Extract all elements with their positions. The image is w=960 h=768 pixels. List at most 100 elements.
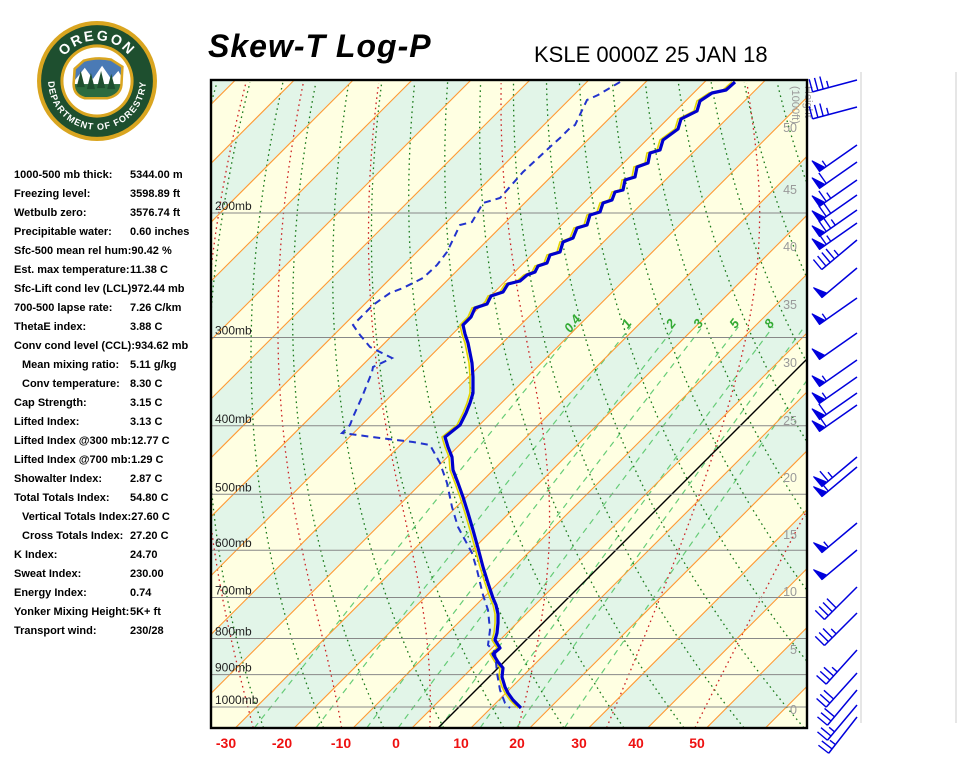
height-label: 45 bbox=[783, 183, 797, 197]
index-row: 1000-500 mb thick: 5344.00 m bbox=[14, 166, 214, 185]
wind-barb bbox=[813, 522, 858, 554]
height-label: 25 bbox=[783, 414, 797, 428]
wind-barb bbox=[811, 404, 858, 433]
height-label: 50 bbox=[783, 121, 797, 135]
wind-barb bbox=[811, 194, 858, 223]
wind-barb bbox=[813, 267, 858, 299]
index-value: 8.30 C bbox=[130, 378, 163, 390]
index-label: Showalter Index: bbox=[14, 473, 103, 485]
index-label: 1000-500 mb thick: bbox=[14, 169, 113, 181]
index-label: Freezing level: bbox=[14, 188, 91, 200]
index-value: 230/28 bbox=[130, 625, 164, 637]
index-label: Lifted Index @700 mb: bbox=[14, 454, 132, 466]
index-value: 3.13 C bbox=[130, 416, 163, 428]
wind-barb bbox=[808, 76, 858, 93]
wind-barb-column bbox=[808, 76, 858, 754]
index-value: 2.87 C bbox=[130, 473, 163, 485]
wind-barb bbox=[811, 392, 858, 421]
index-row: 700-500 lapse rate: 7.26 C/km bbox=[14, 299, 214, 318]
height-label: 40 bbox=[783, 240, 797, 254]
index-row: Sfc-500 mean rel hum: 90.42 % bbox=[14, 242, 214, 261]
odf-logo-icon: OREGON DEPARTMENT OF FORESTRY bbox=[37, 21, 157, 141]
index-label: Wetbulb zero: bbox=[14, 207, 87, 219]
wind-barb bbox=[811, 209, 858, 238]
index-value: 90.42 % bbox=[131, 245, 172, 257]
height-label: 35 bbox=[783, 298, 797, 312]
index-value: 0.60 inches bbox=[130, 226, 190, 238]
temp-axis-label: -20 bbox=[272, 735, 292, 751]
index-label: Total Totals Index: bbox=[14, 492, 110, 504]
index-label: Conv temperature: bbox=[22, 378, 120, 390]
index-value: 3.88 C bbox=[130, 321, 163, 333]
pressure-label: 600mb bbox=[215, 536, 252, 550]
wind-barb bbox=[811, 222, 858, 251]
index-label: Vertical Totals Index: bbox=[22, 511, 132, 523]
wind-barb bbox=[811, 332, 858, 361]
index-value: 3576.74 ft bbox=[130, 207, 181, 219]
index-label: ThetaE index: bbox=[14, 321, 87, 333]
index-value: 3598.89 ft bbox=[130, 188, 181, 200]
temp-axis-label: 10 bbox=[453, 735, 469, 751]
index-row: Sfc-Lift cond lev (LCL) 972.44 mb bbox=[14, 280, 214, 299]
index-row: Showalter Index: 2.87 C bbox=[14, 470, 214, 489]
index-row: Energy Index: 0.74 bbox=[14, 584, 214, 603]
temp-axis-label: 20 bbox=[509, 735, 525, 751]
index-row: ThetaE index: 3.88 C bbox=[14, 318, 214, 337]
height-axis-title-unit: (1000ft) bbox=[789, 86, 801, 124]
pressure-label: 1000mb bbox=[215, 693, 259, 707]
height-label: 15 bbox=[783, 528, 797, 542]
index-label: Energy Index: bbox=[14, 587, 87, 599]
wind-barb bbox=[817, 689, 858, 726]
temp-axis-label: -30 bbox=[216, 735, 236, 751]
index-row: K Index: 24.70 bbox=[14, 546, 214, 565]
index-label: Lifted Index: bbox=[14, 416, 80, 428]
index-row: Transport wind: 230/28 bbox=[14, 622, 214, 641]
index-label: Lifted Index @300 mb: bbox=[14, 435, 132, 447]
pressure-label: 900mb bbox=[215, 661, 252, 675]
index-row: Mean mixing ratio: 5.11 g/kg bbox=[14, 356, 214, 375]
wind-barb bbox=[811, 297, 858, 326]
temp-axis-labels: -30 -20 -10 0 10 20 30 40 50 bbox=[216, 735, 705, 751]
index-label: Sfc-Lift cond lev (LCL) bbox=[14, 283, 132, 295]
index-value: 3.15 C bbox=[130, 397, 163, 409]
wind-barb bbox=[817, 704, 858, 741]
wind-barb bbox=[818, 716, 858, 754]
station-title: KSLE 0000Z 25 JAN 18 bbox=[534, 42, 768, 67]
isotherms bbox=[212, 81, 806, 727]
wind-barb bbox=[813, 466, 858, 498]
oregon-state-outline bbox=[72, 57, 124, 100]
wind-barb bbox=[811, 359, 858, 388]
dry-adiabats bbox=[212, 82, 806, 727]
index-label: Mean mixing ratio: bbox=[22, 359, 120, 371]
index-value: 11.38 C bbox=[130, 264, 168, 276]
index-value: 972.44 mb bbox=[131, 283, 185, 295]
index-label: Cross Totals Index: bbox=[22, 530, 124, 542]
index-row: Conv temperature: 8.30 C bbox=[14, 375, 214, 394]
index-value: 230.00 bbox=[130, 568, 164, 580]
pressure-grid: 200mb 300mb 400mb 500mb 600mb 700mb 800mb 900mb… bbox=[212, 199, 806, 708]
index-value: 934.62 mb bbox=[135, 340, 189, 352]
index-label: Sweat Index: bbox=[14, 568, 82, 580]
wind-barb bbox=[808, 103, 858, 120]
index-value: 54.80 C bbox=[130, 492, 169, 504]
temp-axis-label: 30 bbox=[571, 735, 587, 751]
index-value: 12.77 C bbox=[131, 435, 170, 447]
index-value: 27.20 C bbox=[130, 530, 169, 542]
temp-axis-label: 40 bbox=[628, 735, 644, 751]
index-label: Transport wind: bbox=[14, 625, 97, 637]
index-row: Wetbulb zero: 3576.74 ft bbox=[14, 204, 214, 223]
wind-barb bbox=[811, 161, 858, 190]
index-row: Yonker Mixing Height: 5K+ ft bbox=[14, 603, 214, 622]
temp-axis-label: 0 bbox=[392, 735, 400, 751]
logo-landscape bbox=[73, 58, 123, 99]
pressure-label: 400mb bbox=[215, 412, 252, 426]
wind-barb bbox=[811, 144, 858, 173]
index-value: 1.29 C bbox=[131, 454, 164, 466]
index-row: Vertical Totals Index: 27.60 C bbox=[14, 508, 214, 527]
zero-isotherm-line bbox=[438, 359, 806, 727]
page-title: Skew-T Log-P bbox=[208, 28, 432, 64]
chart-border bbox=[209, 78, 809, 730]
pressure-label: 200mb bbox=[215, 199, 252, 213]
index-row: Lifted Index @300 mb: 12.77 C bbox=[14, 432, 214, 451]
index-row: Lifted Index @700 mb: 1.29 C bbox=[14, 451, 214, 470]
